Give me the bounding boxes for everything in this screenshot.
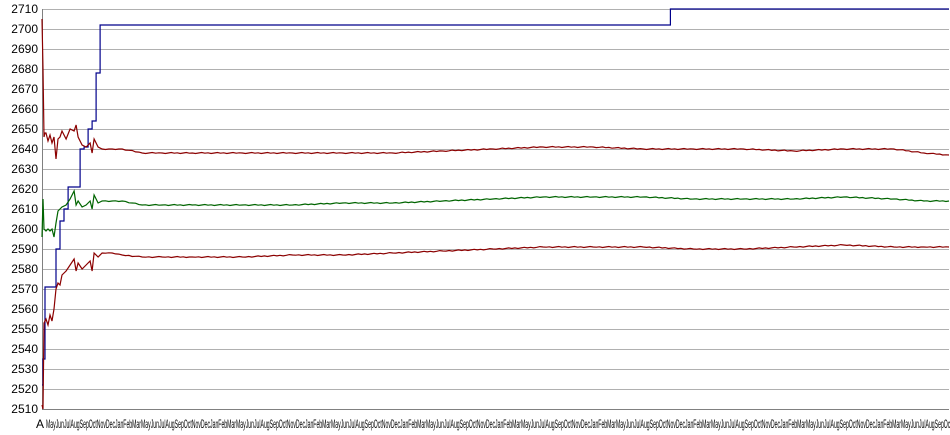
y-tick-label: 2690	[11, 42, 38, 56]
x-tick-label: A	[36, 417, 44, 431]
gridlines	[42, 9, 949, 410]
x-tick-label: MayJunJulAugSepOctNovDecJanFebMar	[806, 417, 901, 431]
y-tick-label: 2610	[11, 202, 38, 216]
series-lines	[41, 8, 950, 410]
y-tick-label: 2670	[11, 82, 38, 96]
y-tick-label: 2620	[11, 182, 38, 196]
y-tick-label: 2600	[11, 222, 38, 236]
y-tick-label: 2650	[11, 122, 38, 136]
series-line-1	[41, 18, 950, 160]
x-tick-label: MayJunJulAugSepOctNovDecJanFebMar	[331, 417, 426, 431]
y-axis-tick-labels: 2510 2520 2530 2540 2550 2560 2570 2580 2590 2600…	[11, 2, 38, 416]
series-line-2	[41, 189, 950, 238]
x-axis-tick-labels: A MayJunJulAugSepOctNovDecJanFebMar MayJun…	[36, 417, 950, 431]
y-tick-label: 2530	[11, 362, 38, 376]
x-tick-label: MayJunJulAugSepOctNovDecJanFebMar	[711, 417, 806, 431]
y-tick-label: 2590	[11, 242, 38, 256]
y-tick-label: 2640	[11, 142, 38, 156]
y-tick-label: 2580	[11, 262, 38, 276]
x-tick-label: MayJunJulAugSepOctNovDecJanFebMar	[901, 417, 950, 431]
y-tick-label: 2710	[11, 2, 38, 16]
series-line-0	[42, 8, 949, 386]
series-line-3	[41, 243, 950, 410]
y-tick-label: 2570	[11, 282, 38, 296]
y-tick-label: 2550	[11, 322, 38, 336]
x-tick-label: MayJunJulAugSepOctNovDecJanFebMar	[616, 417, 711, 431]
y-tick-label: 2680	[11, 62, 38, 76]
y-tick-label: 2560	[11, 302, 38, 316]
y-tick-label: 2660	[11, 102, 38, 116]
y-tick-label: 2540	[11, 342, 38, 356]
y-tick-label: 2630	[11, 162, 38, 176]
x-tick-label: MayJunJulAugSepOctNovDecJanFebMar	[141, 417, 236, 431]
y-tick-label: 2700	[11, 22, 38, 36]
x-tick-label: MayJunJulAugSepOctNovDecJanFebMar	[521, 417, 616, 431]
x-tick-label: MayJunJulAugSepOctNovDecJanFebMar	[236, 417, 331, 431]
x-tick-label: MayJunJulAugSepOctNovDecJanFebMar	[426, 417, 521, 431]
x-tick-label: MayJunJulAugSepOctNovDecJanFebMar	[46, 417, 141, 431]
y-tick-label: 2520	[11, 382, 38, 396]
y-tick-label: 2510	[11, 402, 38, 416]
